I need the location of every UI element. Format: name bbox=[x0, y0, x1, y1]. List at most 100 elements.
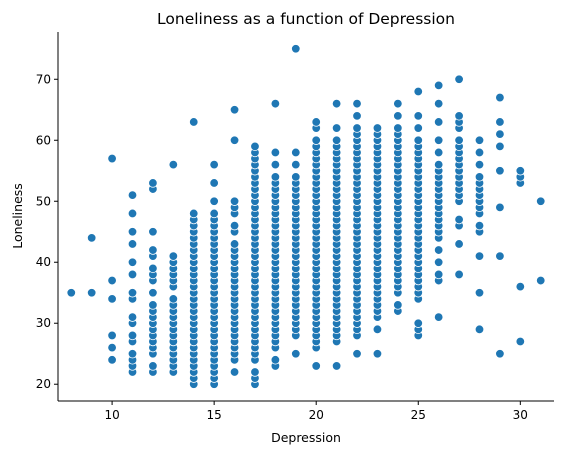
data-point bbox=[311, 361, 321, 371]
data-point bbox=[433, 312, 444, 322]
data-point bbox=[107, 342, 117, 353]
data-point bbox=[127, 349, 138, 359]
data-point bbox=[189, 208, 199, 219]
y-tick-label: 40 bbox=[36, 255, 51, 269]
data-point bbox=[189, 117, 199, 127]
data-point bbox=[250, 141, 260, 152]
data-point bbox=[148, 178, 158, 188]
x-tick-label: 30 bbox=[513, 408, 528, 422]
data-point bbox=[393, 123, 403, 133]
data-point bbox=[127, 208, 138, 219]
data-point bbox=[393, 111, 403, 121]
data-point bbox=[250, 367, 260, 377]
data-point bbox=[352, 349, 362, 359]
data-point bbox=[168, 294, 179, 304]
data-point bbox=[127, 330, 138, 341]
data-point bbox=[127, 257, 138, 267]
data-point bbox=[474, 172, 485, 182]
data-point bbox=[107, 275, 117, 286]
data-point bbox=[454, 269, 464, 280]
data-point bbox=[209, 178, 219, 188]
data-point bbox=[495, 202, 505, 213]
data-point bbox=[495, 251, 505, 261]
data-point bbox=[433, 245, 444, 255]
data-point bbox=[270, 172, 281, 182]
data-point bbox=[454, 214, 464, 225]
data-point bbox=[229, 105, 240, 115]
data-point bbox=[352, 98, 362, 109]
data-point bbox=[148, 361, 158, 371]
data-point bbox=[474, 159, 485, 170]
data-point bbox=[433, 80, 444, 91]
data-point bbox=[107, 294, 117, 304]
data-point bbox=[536, 275, 546, 286]
data-point bbox=[270, 147, 281, 158]
y-axis-label: Loneliness bbox=[10, 183, 25, 249]
data-point bbox=[433, 257, 444, 267]
data-point bbox=[433, 117, 444, 127]
data-point bbox=[433, 135, 444, 145]
data-point bbox=[515, 281, 526, 292]
data-point bbox=[86, 288, 97, 298]
data-point bbox=[393, 98, 403, 109]
data-point bbox=[413, 135, 423, 145]
data-point bbox=[127, 288, 138, 298]
data-point bbox=[454, 239, 464, 249]
data-point bbox=[229, 239, 240, 249]
data-point bbox=[495, 141, 505, 152]
data-point bbox=[127, 269, 138, 280]
data-point bbox=[229, 196, 240, 206]
x-tick-label: 15 bbox=[207, 408, 222, 422]
data-point bbox=[474, 220, 485, 231]
data-point bbox=[209, 159, 219, 170]
x-axis-label: Depression bbox=[271, 430, 341, 445]
data-point bbox=[474, 135, 485, 145]
data-point bbox=[66, 288, 76, 298]
data-point bbox=[433, 147, 444, 158]
data-point bbox=[148, 227, 158, 237]
x-tick-label: 25 bbox=[411, 408, 426, 422]
data-point bbox=[454, 74, 464, 84]
data-point bbox=[372, 349, 383, 359]
data-point bbox=[474, 147, 485, 158]
data-point bbox=[352, 123, 362, 133]
data-point bbox=[413, 86, 423, 97]
data-point bbox=[291, 159, 301, 170]
y-tick-label: 70 bbox=[36, 72, 51, 86]
data-point bbox=[270, 355, 281, 365]
data-point bbox=[209, 208, 219, 219]
data-point bbox=[454, 111, 464, 121]
data-point bbox=[148, 300, 158, 310]
data-point bbox=[148, 245, 158, 255]
data-point bbox=[311, 135, 321, 145]
data-point bbox=[515, 336, 526, 347]
data-point bbox=[352, 111, 362, 121]
data-point bbox=[127, 239, 138, 249]
data-point bbox=[107, 153, 117, 164]
data-point bbox=[413, 123, 423, 133]
data-point bbox=[536, 196, 546, 206]
data-point bbox=[495, 92, 505, 103]
data-point bbox=[270, 98, 281, 109]
x-tick-label: 20 bbox=[309, 408, 324, 422]
data-point bbox=[229, 220, 240, 231]
data-point bbox=[331, 361, 342, 371]
data-point bbox=[495, 117, 505, 127]
y-axis-ticks: 20 30 40 50 60 70 bbox=[36, 72, 58, 391]
data-point bbox=[270, 159, 281, 170]
data-point bbox=[331, 135, 342, 145]
data-point bbox=[209, 196, 219, 206]
y-tick-label: 50 bbox=[36, 194, 51, 208]
data-point bbox=[433, 269, 444, 280]
data-point bbox=[127, 190, 138, 200]
data-point bbox=[86, 233, 97, 243]
x-axis-ticks: 10 15 20 25 30 bbox=[104, 401, 528, 422]
data-point bbox=[433, 159, 444, 170]
data-point bbox=[393, 300, 403, 310]
y-tick-label: 60 bbox=[36, 133, 51, 147]
y-tick-label: 30 bbox=[36, 316, 51, 330]
data-point bbox=[127, 227, 138, 237]
data-point bbox=[148, 288, 158, 298]
data-point bbox=[107, 355, 117, 365]
